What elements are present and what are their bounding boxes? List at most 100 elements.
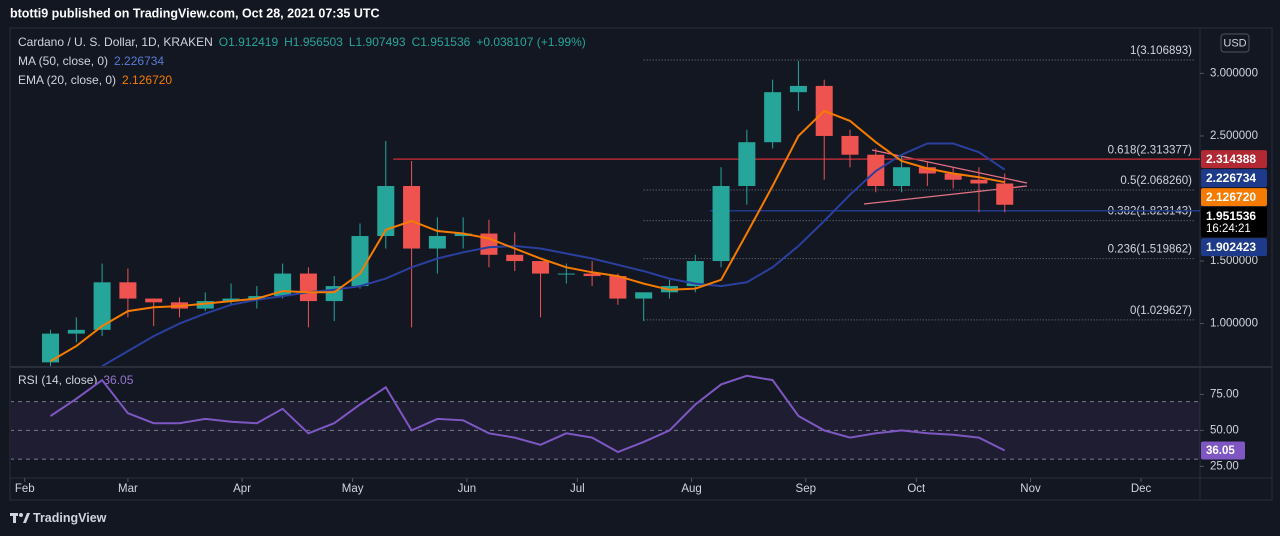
candle-body [480,233,498,255]
candle-body [67,329,85,334]
ohlc-item: C1.951536 [412,35,471,49]
publisher: btotti9 published on TradingView.com, Oc… [10,6,380,20]
x-tick-label: Oct [907,483,926,495]
ohlc-item: +0.038107 (+1.99%) [476,35,585,49]
x-tick-label: Nov [1020,483,1041,495]
ma-value: 2.226734 [114,54,164,68]
y-tick-label: 50.00 [1210,424,1239,436]
legend-ema: EMA (20, close, 0) 2.126720 [18,73,172,87]
x-tick-label: Apr [233,483,251,495]
y-tick-label: 1.000000 [1210,318,1258,330]
y-tick-label: 75.00 [1210,388,1239,400]
candle-body [918,167,936,174]
price-badge [1201,169,1267,188]
fib-label: 0.382(1.823143) [1108,206,1193,218]
price-badge-label: 1.902423 [1206,240,1256,254]
price-badge [1201,238,1267,257]
brand: TradingView [10,511,107,525]
rsi-name: RSI (14, close) [18,373,97,387]
candle-body [428,236,446,249]
price-badge-label: 2.226734 [1206,171,1256,185]
currency-label[interactable]: USD [1223,37,1246,49]
ohlc-item: H1.956503 [284,35,343,49]
candle-body [93,282,111,330]
candle-body [299,273,317,302]
candle-body [841,135,859,155]
y-tick-label: 2.500000 [1210,130,1258,142]
fib-label: 0.5(2.068260) [1120,175,1192,187]
candle-body [377,185,395,237]
legend-rsi: RSI (14, close) 36.05 [18,373,134,387]
chart-frame [9,27,1273,501]
x-tick-label: Mar [118,483,138,495]
candle-body [970,179,988,184]
candle-body [686,261,704,287]
candle-body [119,282,137,299]
candle-body [532,261,550,274]
candle-body [996,183,1014,205]
price-badge [1201,188,1267,207]
rsi-badge-label: 36.05 [1206,445,1235,457]
logo-slash [23,513,30,523]
candle-body [454,233,472,237]
ema-value: 2.126720 [122,73,172,87]
candle-body [403,185,421,249]
y-tick-label: 3.000000 [1210,67,1258,79]
candle-body [145,298,163,303]
candle-body [351,236,369,287]
indicator-line [49,109,1005,362]
ma-name: MA (50, close, 0) [18,54,108,68]
brand-name: TradingView [33,511,107,525]
candle-body [712,185,730,262]
fib-label: 0.236(1.519862) [1108,244,1193,256]
legend-title: Cardano / U. S. Dollar, 1D, KRAKEN O1.912… [18,35,586,49]
candle-body [222,298,240,302]
price-badge-label: 2.314388 [1206,152,1256,166]
fib-label: 0(1.029627) [1130,305,1192,317]
rsi-value: 36.05 [103,373,133,387]
fib-label: 1(3.106893) [1130,45,1192,57]
ema-name: EMA (20, close, 0) [18,73,116,87]
price-badge-label: 2.126720 [1206,190,1256,204]
candle-body [583,273,601,277]
countdown: 16:24:21 [1206,223,1251,235]
rsi-badge [1201,441,1245,460]
ohlc-item: O1.912419 [219,35,279,49]
candle-body [557,273,575,275]
x-tick-label: Jun [458,483,477,495]
rsi-pane [11,374,1200,460]
candle-body [609,276,627,299]
ohlc-item: L1.907493 [349,35,406,49]
legend-ma: MA (50, close, 0) 2.226734 [18,54,164,68]
x-tick-label: Aug [681,483,701,495]
indicator-line [101,142,1006,366]
candle-body [635,292,653,299]
ohlc: O1.912419 H1.956503 L1.907493 C1.951536 +0.0… [219,35,586,49]
y-tick-label: 25.00 [1210,460,1239,472]
price-pane: 1(3.106893) 0.618(2.313377) 0.5(2.068260) 0… [42,45,1200,366]
rsi-line [49,374,1006,454]
logo-dot [19,513,23,517]
candle-body [944,173,962,180]
y-tick-label: 1.500000 [1210,255,1258,267]
candle-body [764,92,782,143]
candle-body [196,301,214,309]
symbol: Cardano / U. S. Dollar, 1D, KRAKEN [18,35,213,49]
currency-button[interactable] [1220,33,1250,53]
price-badge-label: 1.951536 [1206,209,1256,223]
candle-body [506,254,524,262]
candle-body [248,296,266,299]
fib-label: 0.618(2.313377) [1108,144,1193,156]
candle-body [738,142,756,186]
price-badge [1201,150,1267,169]
x-tick-label: Sep [796,483,816,495]
x-tick-label: Jul [570,483,585,495]
logo-stem [13,513,16,523]
price-badge [1201,207,1267,238]
x-tick-label: Feb [15,483,35,495]
candle-body [789,85,807,93]
x-tick-label: May [342,483,364,495]
candle-body [893,167,911,186]
